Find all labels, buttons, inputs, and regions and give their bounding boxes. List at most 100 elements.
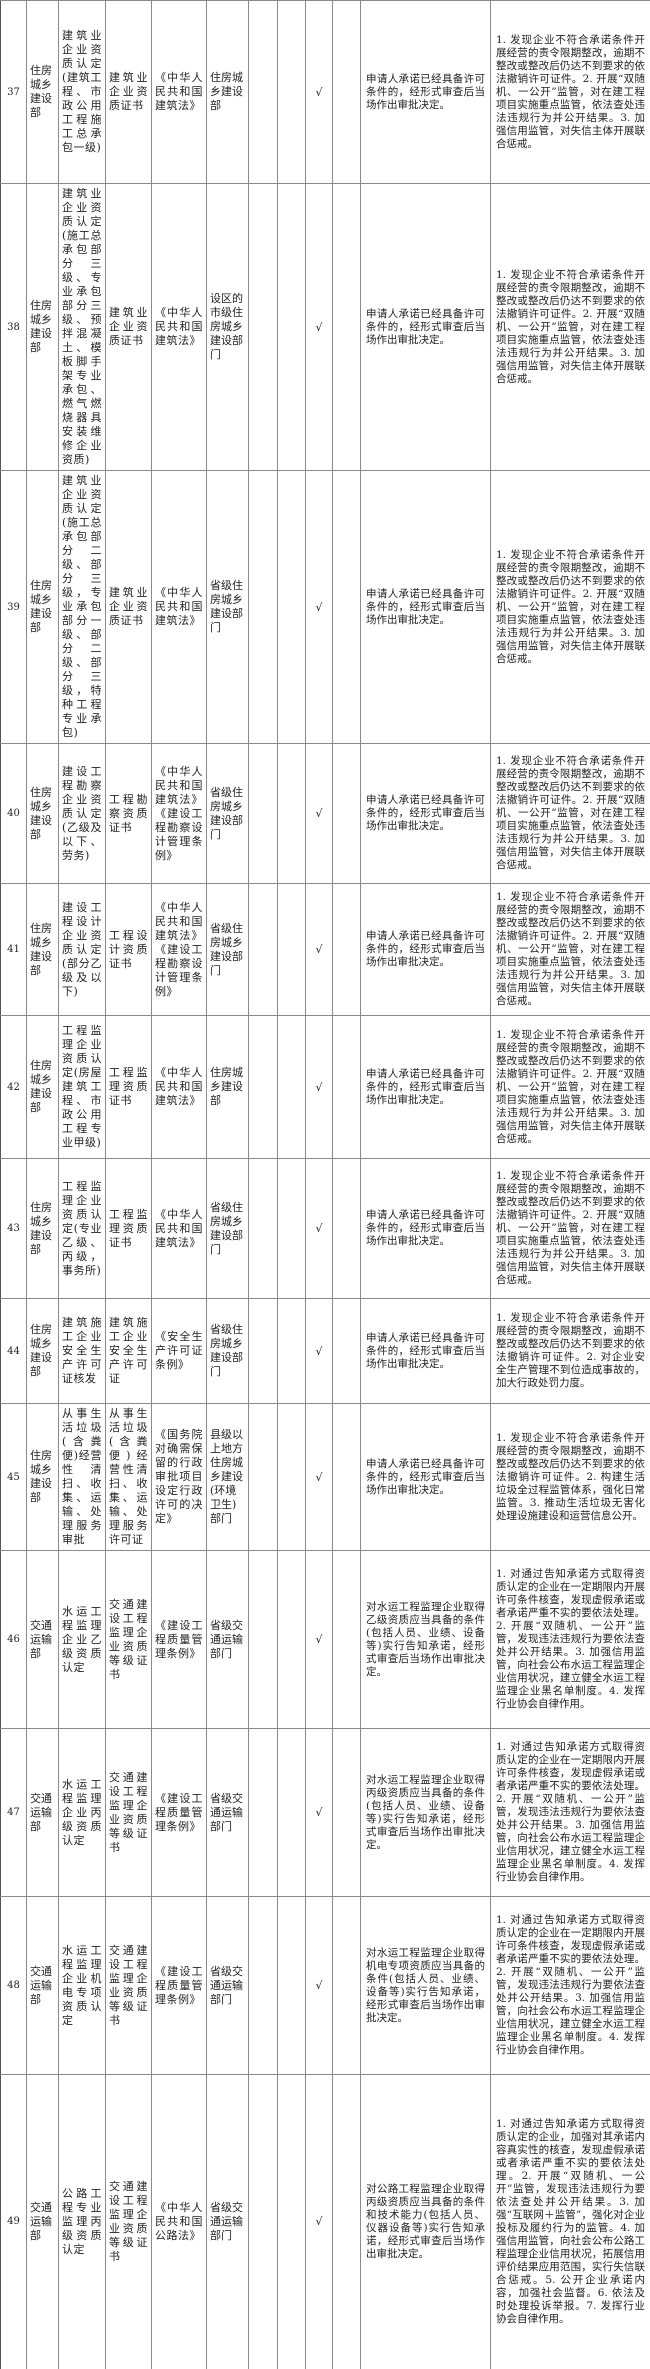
check-mark-icon: √ bbox=[315, 601, 322, 614]
department-cell: 住房城乡建设部 bbox=[27, 1, 59, 184]
item-name-cell: 水运工程监理企业丙级资质认定 bbox=[59, 1729, 106, 1897]
reform-mode-cell-2 bbox=[278, 1551, 306, 1729]
reform-mode-cell-1 bbox=[249, 1404, 278, 1551]
reform-measure-cell: 申请人承诺已经具备许可条件的，经形式审查后当场作出审批决定。 bbox=[361, 1016, 491, 1159]
reform-mode-cell-4 bbox=[333, 1299, 361, 1404]
certificate-cell: 交通建设工程监理企业资质等级证书 bbox=[106, 1897, 152, 2075]
reform-mode-cell-4 bbox=[333, 1159, 361, 1299]
reform-mode-cell-3: √ bbox=[306, 1551, 333, 1729]
check-mark-icon: √ bbox=[315, 1806, 322, 1819]
item-name-cell: 建筑业企业资质认定(施工总承包部分二级、部分三级，专业承包部分一级、部分二级、部… bbox=[59, 471, 106, 744]
item-name-cell: 工程监理企业资质认定(专业乙级、丙级，事务所) bbox=[59, 1159, 106, 1299]
legal-basis-cell: 《建设工程质量管理条例》 bbox=[152, 1897, 207, 2075]
authority-cell: 省级交通运输部门 bbox=[207, 2075, 249, 2369]
reform-measure-cell: 申请人承诺已经具备许可条件的，经形式审查后当场作出审批决定。 bbox=[361, 1299, 491, 1404]
row-number: 42 bbox=[1, 1016, 27, 1159]
legal-basis-cell: 《中华人民共和国建筑法》 bbox=[152, 1, 207, 184]
check-mark-icon: √ bbox=[315, 807, 322, 820]
department-cell: 交通运输部 bbox=[27, 1897, 59, 2075]
reform-mode-cell-3: √ bbox=[306, 184, 333, 471]
reform-mode-cell-3: √ bbox=[306, 744, 333, 884]
reform-mode-cell-2 bbox=[278, 884, 306, 1016]
reform-mode-cell-4 bbox=[333, 184, 361, 471]
department-cell: 住房城乡建设部 bbox=[27, 184, 59, 471]
reform-measure-cell: 申请人承诺已经具备许可条件的，经形式审查后当场作出审批决定。 bbox=[361, 744, 491, 884]
row-number: 44 bbox=[1, 1299, 27, 1404]
check-mark-icon: √ bbox=[315, 1979, 322, 1992]
reform-mode-cell-3: √ bbox=[306, 1, 333, 184]
item-name-cell: 水运工程监理企业机电专项资质认定 bbox=[59, 1897, 106, 2075]
authority-cell: 省级住房城乡建设部门 bbox=[207, 1159, 249, 1299]
authority-cell: 县级以上地方住房城乡建设(环境卫生)部门 bbox=[207, 1404, 249, 1551]
supervision-measures-cell: 1. 发现企业不符合承诺条件开展经营的责令限期整改，逾期不整改或整改后仍达不到要… bbox=[491, 1016, 650, 1159]
legal-basis-cell: 《中华人民共和国公路法》 bbox=[152, 2075, 207, 2369]
reform-measure-cell: 申请人承诺已经具备许可条件的，经形式审查后当场作出审批决定。 bbox=[361, 884, 491, 1016]
department-cell: 住房城乡建设部 bbox=[27, 1299, 59, 1404]
reform-mode-cell-1 bbox=[249, 471, 278, 744]
check-mark-icon: √ bbox=[315, 943, 322, 956]
reform-measure-cell: 对水运工程监理企业取得丙级资质应当具备的条件(包括人员、业绩、设备等)实行告知承… bbox=[361, 1729, 491, 1897]
certificate-cell: 交通建设工程监理企业资质等级证书 bbox=[106, 2075, 152, 2369]
item-name-cell: 建筑业企业资质认定(施工总承包部分三级、专业承包部分三级、预拌混凝土、模板脚手架… bbox=[59, 184, 106, 471]
row-number: 45 bbox=[1, 1404, 27, 1551]
reform-measure-cell: 申请人承诺已经具备许可条件的，经形式审查后当场作出审批决定。 bbox=[361, 1, 491, 184]
check-mark-icon: √ bbox=[315, 1633, 322, 1646]
reform-mode-cell-4 bbox=[333, 1404, 361, 1551]
check-mark-icon: √ bbox=[315, 1345, 322, 1358]
item-name-cell: 建筑施工企业安全生产许可证核发 bbox=[59, 1299, 106, 1404]
item-name-cell: 建设工程设计企业资质认定(部分乙级及以下) bbox=[59, 884, 106, 1016]
reform-mode-cell-3: √ bbox=[306, 1404, 333, 1551]
authority-cell: 省级住房城乡建设部门 bbox=[207, 884, 249, 1016]
reform-mode-cell-2 bbox=[278, 1404, 306, 1551]
check-mark-icon: √ bbox=[315, 2215, 322, 2228]
authority-cell: 省级住房城乡建设部门 bbox=[207, 1299, 249, 1404]
supervision-measures-cell: 1. 发现企业不符合承诺条件开展经营的责令限期整改，逾期不整改或整改后仍达不到要… bbox=[491, 471, 650, 744]
certificate-cell: 交通建设工程监理企业资质等级证书 bbox=[106, 1729, 152, 1897]
reform-mode-cell-2 bbox=[278, 744, 306, 884]
reform-mode-cell-1 bbox=[249, 1897, 278, 2075]
legal-basis-cell: 《中华人民共和国建筑法》 bbox=[152, 1016, 207, 1159]
certificate-cell: 建筑业企业资质证书 bbox=[106, 184, 152, 471]
authority-cell: 省级住房城乡建设部门 bbox=[207, 471, 249, 744]
reform-mode-cell-3: √ bbox=[306, 1159, 333, 1299]
row-number: 37 bbox=[1, 1, 27, 184]
legal-basis-cell: 《国务院对确需保留的行政审批项目设定行政许可的决定》 bbox=[152, 1404, 207, 1551]
reform-mode-cell-3: √ bbox=[306, 471, 333, 744]
check-mark-icon: √ bbox=[315, 321, 322, 334]
supervision-measures-cell: 1. 对通过告知承诺方式取得资质认定的企业在一定期限内开展许可条件核查，发现虚假… bbox=[491, 1551, 650, 1729]
legal-basis-cell: 《建设工程质量管理条例》 bbox=[152, 1551, 207, 1729]
reform-mode-cell-3: √ bbox=[306, 1299, 333, 1404]
certificate-cell: 工程勘察资质证书 bbox=[106, 744, 152, 884]
certificate-cell: 建筑业企业资质证书 bbox=[106, 1, 152, 184]
supervision-measures-cell: 1. 发现企业不符合承诺条件开展经营的责令限期整改，逾期不整改或整改后仍达不到要… bbox=[491, 1159, 650, 1299]
supervision-measures-cell: 1. 发现企业不符合承诺条件开展经营的责令限期整改，逾期不整改或整改后仍达不到要… bbox=[491, 884, 650, 1016]
legal-basis-cell: 《中华人民共和国建筑法》 bbox=[152, 184, 207, 471]
supervision-measures-cell: 1. 对通过告知承诺方式取得资质认定的企业在一定期限内开展许可条件核查，发现虚假… bbox=[491, 1729, 650, 1897]
reform-mode-cell-1 bbox=[249, 1159, 278, 1299]
certificate-cell: 建筑施工企业安全生产许可证 bbox=[106, 1299, 152, 1404]
authority-cell: 省级交通运输部门 bbox=[207, 1551, 249, 1729]
reform-mode-cell-3: √ bbox=[306, 884, 333, 1016]
row-number: 49 bbox=[1, 2075, 27, 2369]
row-number: 38 bbox=[1, 184, 27, 471]
legal-basis-cell: 《中华人民共和国建筑法》 bbox=[152, 471, 207, 744]
authority-cell: 住房城乡建设部 bbox=[207, 1, 249, 184]
reform-mode-cell-2 bbox=[278, 1, 306, 184]
reform-mode-cell-2 bbox=[278, 1729, 306, 1897]
check-mark-icon: √ bbox=[315, 1081, 322, 1094]
reform-mode-cell-1 bbox=[249, 1551, 278, 1729]
reform-mode-cell-3: √ bbox=[306, 1016, 333, 1159]
reform-mode-cell-4 bbox=[333, 471, 361, 744]
reform-mode-cell-4 bbox=[333, 744, 361, 884]
supervision-measures-cell: 1. 发现企业不符合承诺条件开展经营的责令限期整改，逾期不整改或整改后仍达不到要… bbox=[491, 744, 650, 884]
reform-mode-cell-2 bbox=[278, 1897, 306, 2075]
reform-measure-cell: 申请人承诺已经具备许可条件的，经形式审查后当场作出审批决定。 bbox=[361, 1159, 491, 1299]
